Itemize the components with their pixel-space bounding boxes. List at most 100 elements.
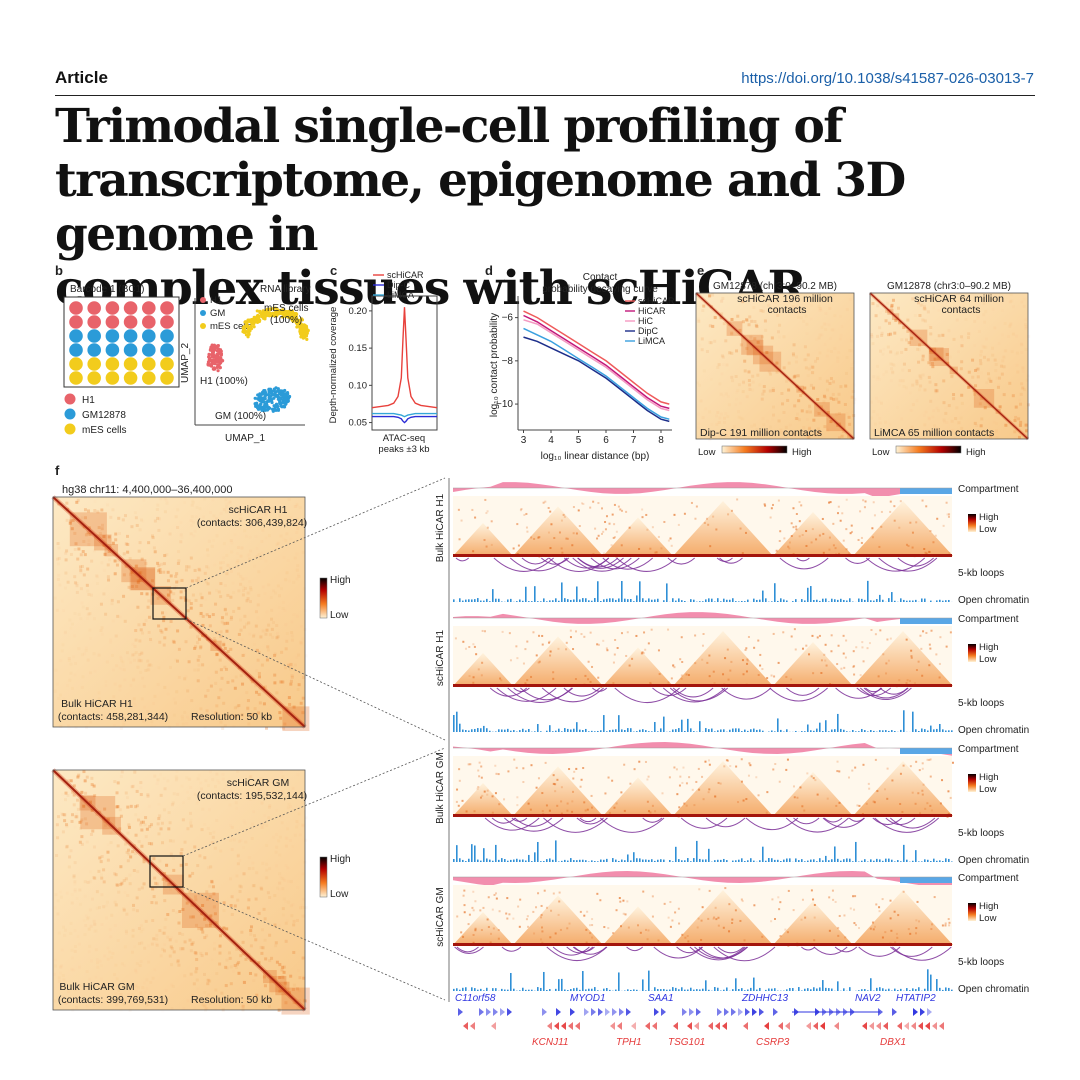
contact-pixel (110, 913, 114, 917)
contact-pixel (893, 364, 896, 367)
contact-pixel (254, 897, 258, 901)
contact-pixel (844, 384, 848, 388)
open-chromatin-bar (930, 861, 932, 862)
contact-pixel (75, 500, 79, 504)
open-chromatin-bar (723, 729, 725, 732)
contact-pixel (128, 984, 132, 988)
contact-pixel (873, 801, 876, 804)
contact-pixel (59, 972, 62, 975)
umap-point (207, 352, 211, 356)
contact-pixel (874, 422, 877, 425)
contact-pixel (980, 372, 983, 375)
contact-pixel (987, 378, 991, 382)
open-chromatin-bar (942, 989, 944, 991)
contact-pixel (71, 518, 75, 522)
contact-pixel (278, 711, 282, 715)
contact-pixel (237, 960, 241, 964)
contact-pixel (824, 643, 827, 646)
open-chromatin-bar (849, 858, 851, 862)
open-chromatin-bar (489, 730, 491, 732)
contact-pixel (65, 845, 69, 849)
open-chromatin-bar (588, 600, 590, 602)
contact-pixel (222, 778, 225, 781)
contact-pixel (179, 948, 182, 951)
contact-pixel (1004, 322, 1007, 325)
contact-pixel (949, 796, 952, 799)
contact-pixel (256, 603, 260, 607)
loop-arc (822, 817, 865, 828)
contact-pixel (155, 507, 159, 511)
open-chromatin-bar (771, 601, 773, 602)
contact-pixel (929, 332, 933, 336)
contact-pixel (79, 587, 83, 591)
open-chromatin-bar (891, 592, 893, 602)
open-chromatin-bar (585, 989, 587, 991)
contact-pixel (171, 598, 175, 602)
umap-point (302, 323, 306, 327)
open-chromatin-bar (930, 600, 932, 602)
contact-pixel (264, 560, 267, 563)
contact-pixel (805, 644, 808, 647)
contact-pixel (65, 501, 69, 505)
contact-pixel (129, 804, 133, 808)
contact-pixel (189, 811, 193, 815)
contact-pixel (788, 547, 791, 550)
contact-pixel (793, 374, 797, 378)
map-lower-label: LiMCA 65 million contacts (874, 427, 994, 439)
contact-pixel (828, 501, 831, 504)
open-chromatin-bar (789, 858, 791, 862)
contact-pixel (152, 546, 156, 550)
open-chromatin-bar (780, 861, 782, 862)
contact-pixel (66, 580, 70, 584)
open-chromatin-bar (528, 989, 530, 991)
contact-pixel (84, 924, 88, 928)
open-chromatin-bar (615, 859, 617, 862)
umap-point (268, 388, 272, 393)
contact-pixel (474, 929, 477, 932)
contact-pixel (206, 582, 210, 586)
open-chromatin-bar (939, 723, 941, 732)
contact-pixel (234, 675, 238, 679)
contact-pixel (292, 581, 295, 584)
umap-point (258, 309, 262, 313)
contact-pixel (103, 552, 107, 556)
contact-pixel (667, 539, 670, 542)
contact-pixel (642, 652, 645, 655)
contact-pixel (726, 648, 729, 651)
contact-pixel (770, 336, 774, 340)
contact-pixel (116, 883, 120, 887)
open-chromatin-bar (600, 730, 602, 732)
series-line (523, 310, 670, 405)
contact-pixel (86, 917, 90, 921)
contact-pixel (163, 899, 167, 903)
umap-point (212, 366, 216, 370)
plate-well (123, 329, 138, 343)
loop-arc (878, 557, 938, 572)
contact-pixel (237, 704, 241, 708)
contact-pixel (484, 498, 487, 501)
umap-point (263, 408, 268, 412)
contact-pixel (926, 758, 929, 761)
contact-pixel (161, 611, 165, 615)
contact-pixel (299, 833, 302, 836)
open-chromatin-bar (486, 598, 488, 602)
contact-pixel (184, 640, 188, 644)
contact-pixel (147, 664, 151, 668)
contact-pixel (848, 349, 851, 352)
contact-pixel (931, 365, 935, 369)
contact-pixel (172, 592, 176, 596)
doi-link[interactable]: https://doi.org/10.1038/s41587-026-03013… (741, 70, 1034, 87)
open-chromatin-bar (906, 988, 908, 991)
contact-pixel (162, 808, 166, 812)
contact-pixel (211, 499, 214, 502)
contact-pixel (92, 919, 96, 923)
contact-pixel (110, 602, 114, 606)
contact-pixel (135, 564, 139, 568)
contact-pixel (90, 593, 94, 597)
contact-pixel (157, 817, 161, 821)
open-chromatin-bar (906, 600, 908, 602)
open-chromatin-bar (456, 988, 458, 991)
contact-pixel (845, 308, 849, 312)
contact-pixel (698, 384, 701, 387)
legend-swatch (64, 393, 76, 405)
